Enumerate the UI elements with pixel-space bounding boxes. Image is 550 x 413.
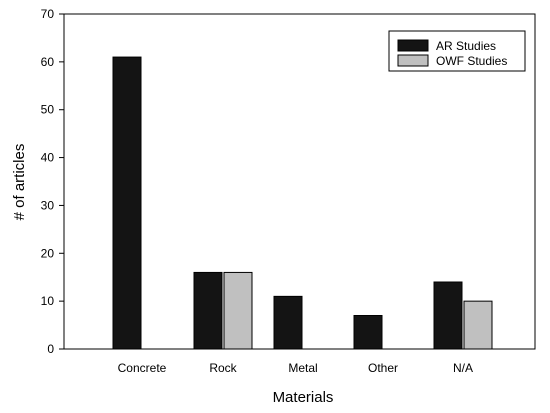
bar-owf-studies-rock — [223, 271, 253, 350]
bar-ar-studies-metal — [273, 295, 303, 350]
y-tick-label-40: 40 — [41, 151, 55, 165]
legend-swatch-ar-studies — [397, 39, 429, 52]
x-tick-label-rock: Rock — [209, 361, 237, 375]
y-tick-label-30: 30 — [41, 198, 55, 212]
x-axis-ticks: Concrete Rock Metal Other N/A — [118, 361, 473, 375]
x-tick-label-n-a: N/A — [453, 361, 473, 375]
y-tick-label-0: 0 — [47, 342, 54, 356]
x-tick-label-concrete: Concrete — [118, 361, 167, 375]
legend: AR Studies OWF Studies — [388, 30, 526, 72]
bar-ar-studies-rock — [193, 271, 223, 350]
y-tick-label-10: 10 — [41, 294, 55, 308]
y-axis-title: # of articles — [11, 144, 28, 221]
bar-ar-studies-n-a — [433, 281, 463, 350]
y-axis-ticks: 0 10 20 30 40 50 60 70 — [41, 7, 64, 356]
legend-label-ar-studies: AR Studies — [436, 39, 496, 53]
plot-frame — [63, 13, 536, 350]
legend-label-owf-studies: OWF Studies — [436, 54, 507, 68]
legend-swatch-owf-studies — [397, 54, 429, 67]
y-tick-label-60: 60 — [41, 55, 55, 69]
bar-ar-studies-other — [353, 315, 383, 350]
bar-ar-studies-concrete — [112, 56, 142, 350]
x-tick-label-metal: Metal — [288, 361, 317, 375]
y-tick-label-50: 50 — [41, 103, 55, 117]
x-tick-label-other: Other — [368, 361, 398, 375]
bar-owf-studies-n-a — [463, 300, 493, 350]
x-axis-title: Materials — [273, 389, 334, 406]
bars-group — [112, 56, 493, 350]
y-tick-label-70: 70 — [41, 7, 55, 21]
y-tick-label-20: 20 — [41, 246, 55, 260]
